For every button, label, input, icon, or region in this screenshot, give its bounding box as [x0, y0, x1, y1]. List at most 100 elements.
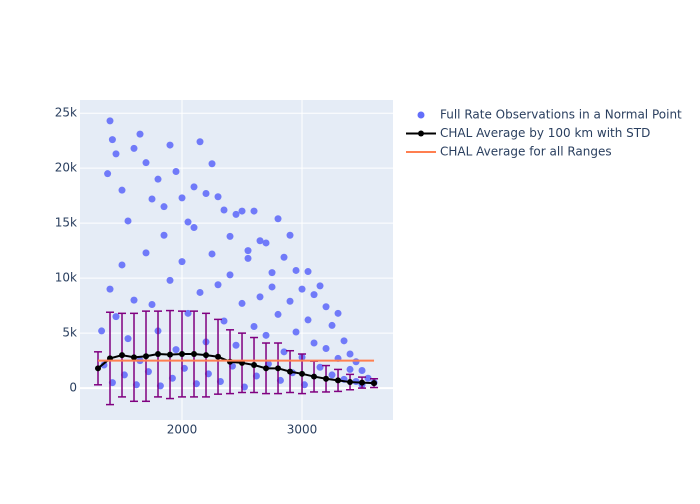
y-tick-label: 25k	[55, 106, 77, 120]
point	[292, 328, 300, 336]
point	[238, 299, 246, 307]
point	[190, 224, 198, 232]
point	[160, 231, 168, 239]
plot-background	[80, 100, 393, 420]
point	[250, 323, 258, 331]
point	[106, 117, 114, 125]
point	[268, 283, 276, 291]
point	[154, 175, 162, 183]
line-marker	[95, 365, 102, 372]
point	[108, 136, 116, 144]
point	[274, 215, 282, 223]
point	[238, 207, 246, 215]
point	[142, 159, 150, 167]
point	[232, 341, 240, 349]
point	[328, 321, 336, 329]
point	[112, 313, 120, 321]
point	[184, 218, 192, 226]
y-tick-label: 15k	[55, 216, 77, 230]
point	[226, 232, 234, 240]
point	[322, 345, 330, 353]
point	[286, 297, 294, 305]
point	[190, 183, 198, 191]
point	[124, 217, 132, 225]
point	[208, 160, 216, 168]
point	[256, 293, 264, 301]
point	[268, 269, 276, 277]
line-marker	[251, 362, 258, 369]
point	[118, 186, 126, 194]
point	[322, 303, 330, 311]
point	[148, 195, 156, 203]
point	[274, 310, 282, 318]
point	[340, 337, 348, 345]
point	[304, 316, 312, 324]
line-marker	[131, 354, 138, 361]
point	[202, 189, 210, 197]
point	[286, 231, 294, 239]
point	[124, 335, 132, 343]
legend-item: Full Rate Observations in a Normal Point	[417, 108, 682, 122]
point	[256, 237, 264, 245]
point	[178, 258, 186, 266]
point	[304, 268, 312, 276]
y-tick-label: 5k	[62, 326, 77, 340]
point	[118, 261, 126, 269]
point	[262, 331, 270, 339]
point	[196, 138, 204, 146]
point	[184, 309, 192, 317]
point	[244, 254, 252, 262]
y-tick-label: 10k	[55, 271, 77, 285]
line-marker	[203, 352, 210, 359]
legend-item: CHAL Average for all Ranges	[406, 145, 612, 159]
point	[250, 207, 258, 215]
point	[172, 167, 180, 175]
point	[136, 130, 144, 138]
point	[280, 348, 288, 356]
y-tick-label: 0	[69, 381, 77, 395]
point	[214, 281, 222, 289]
point	[316, 363, 324, 371]
point	[130, 296, 138, 304]
point	[220, 317, 228, 325]
point	[196, 288, 204, 296]
line-marker	[179, 351, 186, 358]
point	[298, 285, 306, 293]
legend-label: Full Rate Observations in a Normal Point	[440, 108, 682, 122]
point	[112, 150, 120, 158]
line-marker	[167, 351, 174, 358]
point	[226, 271, 234, 279]
line-marker	[359, 379, 366, 386]
point	[208, 250, 216, 258]
legend-symbol	[418, 130, 424, 137]
point	[214, 193, 222, 201]
point	[358, 367, 366, 375]
point	[262, 239, 270, 247]
point	[104, 170, 112, 178]
point	[98, 327, 106, 335]
line-marker	[335, 377, 342, 384]
legend-label: CHAL Average by 100 km with STD	[440, 126, 650, 140]
point	[172, 346, 180, 354]
point	[346, 350, 354, 358]
point	[106, 285, 114, 293]
line-marker	[119, 352, 126, 359]
point	[292, 266, 300, 274]
point	[280, 253, 288, 261]
point	[142, 249, 150, 257]
point	[310, 339, 318, 347]
line-marker	[191, 351, 198, 358]
line-marker	[299, 370, 306, 377]
line-marker	[215, 353, 222, 360]
line-marker	[275, 365, 282, 372]
legend-item: CHAL Average by 100 km with STD	[406, 126, 650, 140]
line-marker	[323, 375, 330, 382]
line-marker	[227, 358, 234, 365]
point	[334, 309, 342, 317]
point	[100, 361, 108, 369]
point	[310, 291, 318, 299]
x-tick-label: 2000	[167, 423, 198, 437]
point	[148, 301, 156, 309]
point	[328, 371, 336, 379]
